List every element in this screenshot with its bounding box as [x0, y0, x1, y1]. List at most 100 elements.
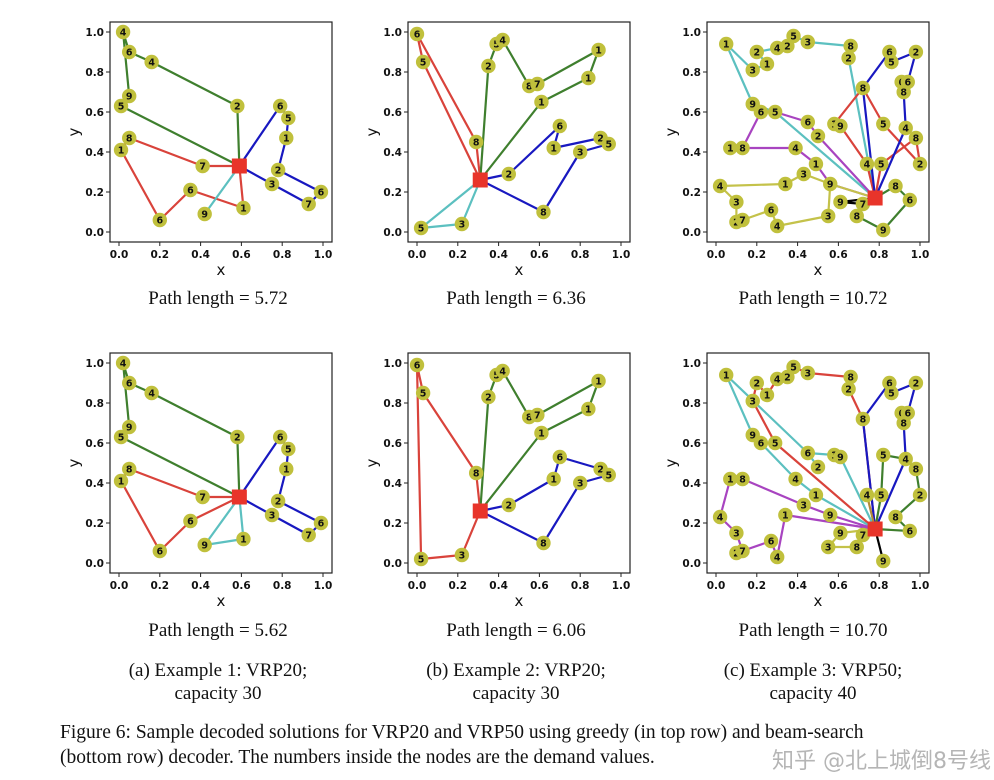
customer-node: 2	[749, 44, 764, 60]
node-demand-label: 3	[825, 542, 832, 553]
node-demand-label: 6	[886, 47, 893, 58]
customer-node: 6	[800, 114, 815, 130]
customer-node: 5	[415, 385, 431, 401]
node-demand-label: 8	[892, 181, 899, 192]
customer-node: 6	[763, 202, 779, 218]
node-marker	[454, 547, 470, 563]
node-demand-label: 2	[275, 496, 282, 507]
customer-node: 1	[236, 531, 251, 547]
customer-node: 5	[884, 54, 899, 70]
subplot-greedy: 0.0 0.2 0.4 0.6 0.8 1.0 0.0 0.2 0.4 0.6 0.8 1.0 x y 4 6…	[65, 21, 333, 279]
customer-node: 1	[808, 487, 824, 503]
path-length-label: Path length = 5.72	[148, 288, 288, 309]
customer-node: 7	[735, 543, 750, 559]
customer-node: 3	[800, 34, 815, 50]
y-tick-label: 1.0	[682, 358, 701, 370]
node-marker	[841, 50, 856, 66]
node-marker	[729, 194, 744, 210]
node-demand-label: 5	[880, 119, 887, 130]
node-demand-label: 9	[201, 540, 208, 551]
node-marker	[876, 222, 891, 238]
node-marker	[788, 140, 803, 156]
node-demand-label: 5	[878, 490, 885, 501]
node-marker	[183, 513, 198, 529]
node-demand-label: 6	[556, 121, 563, 132]
node-marker	[759, 56, 775, 72]
node-marker	[849, 539, 864, 555]
node-demand-label: 8	[473, 468, 480, 479]
node-marker	[197, 206, 212, 222]
node-demand-label: 9	[126, 422, 133, 433]
subcaption-a: (a) Example 1: VRP20; capacity 30	[68, 659, 368, 705]
customer-node: 8	[855, 411, 871, 427]
y-tick-label: 0.0	[682, 227, 701, 239]
x-tick-label: 0.4	[489, 249, 508, 261]
node-demand-label: 6	[187, 185, 194, 196]
customer-node: 4	[115, 355, 131, 371]
node-marker	[270, 162, 286, 178]
node-demand-label: 4	[902, 123, 909, 134]
axes-frame	[109, 21, 333, 243]
route-red	[833, 86, 922, 199]
node-marker	[113, 98, 129, 114]
node-demand-label: 6	[904, 77, 911, 88]
x-axis-label: x	[515, 261, 524, 279]
customer-node: 4	[495, 363, 510, 379]
x-tick-label: 0.0	[408, 580, 427, 592]
node-demand-label: 5	[493, 370, 500, 381]
customer-node: 5	[767, 104, 783, 120]
node-demand-label: 5	[772, 438, 779, 449]
customer-node: 2	[270, 493, 286, 509]
node-demand-label: 8	[900, 418, 907, 429]
x-tick-label: 0.8	[870, 580, 889, 592]
node-demand-label: 4	[120, 358, 127, 369]
y-tick-label: 1.0	[85, 27, 104, 39]
node-marker	[409, 357, 425, 373]
customer-node: 5	[874, 487, 889, 503]
y-tick-label: 0.8	[85, 398, 104, 410]
figure-caption-line2: (bottom row) decoder. The numbers inside…	[60, 747, 655, 768]
customer-node: 8	[468, 465, 484, 481]
node-marker	[788, 471, 803, 487]
node-demand-label: 5	[420, 388, 427, 399]
node-marker	[723, 471, 738, 487]
x-tick-label: 0.2	[747, 580, 766, 592]
y-tick-label: 0.0	[85, 558, 104, 570]
node-marker	[833, 449, 848, 465]
subcaption-line2: capacity 30	[174, 683, 262, 704]
node-demand-label: 9	[827, 179, 834, 190]
customer-node: 8	[896, 415, 911, 431]
node-demand-label: 9	[837, 197, 844, 208]
node-demand-label: 2	[784, 41, 791, 52]
node-marker	[122, 419, 137, 435]
customer-node: 6	[313, 184, 329, 200]
customer-node: 9	[122, 419, 137, 435]
customer-node: 4	[898, 451, 913, 467]
node-demand-label: 4	[774, 43, 781, 54]
customer-node: 1	[723, 140, 738, 156]
node-demand-label: 7	[305, 530, 312, 541]
node-marker	[122, 88, 137, 104]
node-demand-label: 9	[126, 91, 133, 102]
x-axis-label: x	[515, 592, 524, 610]
customer-node: 9	[833, 118, 848, 134]
customer-node: 1	[719, 36, 734, 52]
node-demand-label: 6	[156, 546, 163, 557]
node-marker	[264, 176, 280, 192]
node-marker	[912, 487, 928, 503]
customer-node: 1	[591, 373, 606, 389]
node-marker	[749, 375, 764, 391]
node-marker	[591, 42, 606, 58]
node-demand-label: 2	[234, 101, 241, 112]
node-demand-label: 2	[505, 169, 512, 180]
customer-node: 6	[753, 435, 769, 451]
x-axis-label: x	[814, 592, 823, 610]
node-marker	[122, 44, 137, 60]
node-marker	[495, 32, 510, 48]
node-demand-label: 5	[772, 107, 779, 118]
node-marker	[898, 451, 913, 467]
customer-node: 2	[912, 487, 928, 503]
node-demand-label: 1	[550, 474, 557, 485]
node-demand-label: 5	[420, 57, 427, 68]
x-tick-label: 0.8	[273, 580, 292, 592]
